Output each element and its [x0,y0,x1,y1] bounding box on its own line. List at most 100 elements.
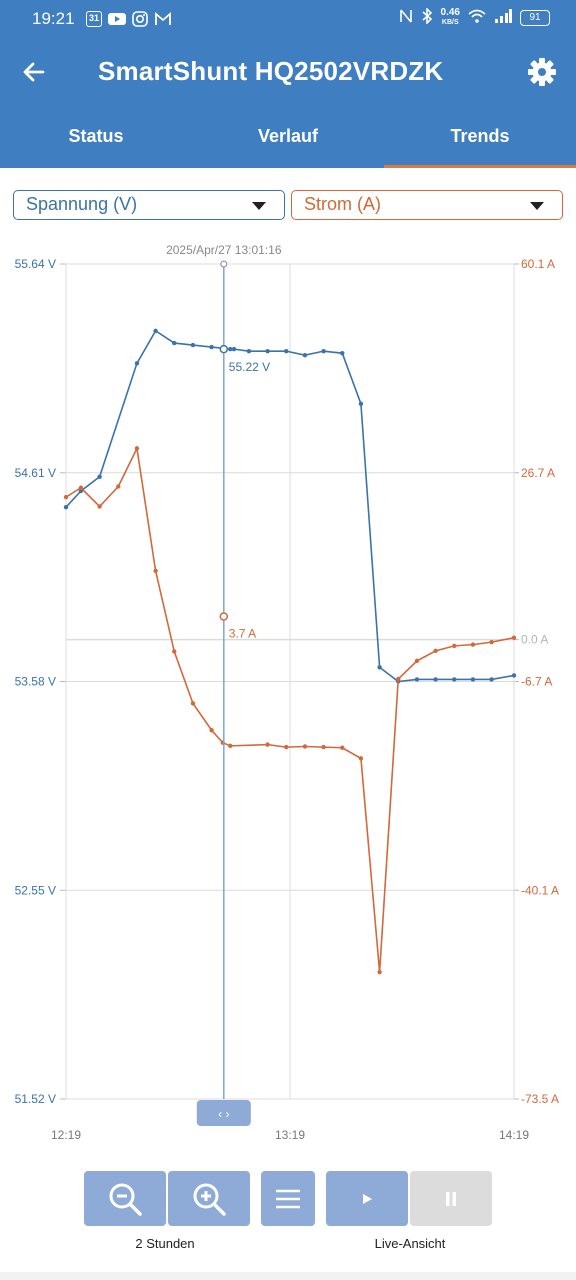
voltage-data-point [231,346,237,352]
nfc-icon [399,8,413,27]
current-data-point [358,756,364,761]
voltage-data-point [97,474,102,480]
y-right-tick-label: -40.1 A [521,883,559,897]
tab-status[interactable]: Status [68,126,124,146]
current-data-point [321,744,326,750]
speed-value: 0.46 [440,7,460,18]
gear-icon [528,58,556,86]
pause-icon [446,1191,456,1206]
current-data-point [78,485,84,490]
trend-chart[interactable]: 55.64 V 54.61 V 53.58 V 52.55 V 51.52 V 60.1 … [0,230,576,1150]
current-data-point [302,744,308,749]
voltage-data-point [190,342,196,348]
cursor-voltage-marker [219,344,229,354]
voltage-data-point [172,340,177,346]
current-data-point [134,446,140,451]
tab-verlauf[interactable]: Verlauf [257,126,319,146]
x-tick-label: 13:19 [275,1128,305,1142]
settings-button[interactable] [522,52,562,92]
live-view-label: Live-Ansicht [374,1236,446,1251]
speed-unit: KB/S [441,19,459,26]
y-right-tick-label: 0.0 A [521,633,548,647]
cursor-current-marker [219,612,229,621]
voltage-data-point [246,348,252,354]
system-icons: 0.46 KB/S 91 [399,7,550,27]
voltage-data-point [63,505,69,510]
current-data-point [97,504,102,509]
back-button[interactable] [14,52,54,92]
zoom-in-icon [193,1183,226,1216]
current-data-point [452,643,457,649]
voltage-data-point [134,361,140,366]
voltage-data-point [209,344,214,350]
current-selector[interactable]: Strom (A) [291,190,563,220]
current-data-point [414,658,420,664]
youtube-icon [108,11,126,32]
current-data-point [511,635,517,640]
y-left-tick-label: 52.55 V [15,883,56,897]
clock: 19:21 [32,9,75,28]
y-left-tick-label: 54.61 V [15,466,56,480]
voltage-data-point [452,677,457,682]
y-right-tick-label: -6.7 A [521,675,552,689]
menu-button[interactable] [261,1171,315,1226]
voltage-data-point [340,350,345,356]
current-data-point [433,648,438,654]
y-left-tick-label: 53.58 V [15,675,56,689]
zoom-out-icon [109,1183,142,1216]
play-button[interactable] [326,1171,408,1226]
current-selector-label: Strom (A) [304,194,382,214]
y-left-tick-label: 55.64 V [15,257,56,271]
voltage-data-point [377,665,382,670]
voltage-data-point [302,353,308,358]
wifi-icon [468,9,486,26]
tab-trends[interactable]: Trends [384,108,576,168]
pause-button[interactable] [410,1171,492,1226]
current-data-point [377,969,382,975]
voltage-data-point [321,348,326,354]
y-right-tick-label: 26.7 A [521,466,555,480]
current-data-point [153,568,158,574]
current-data-point [190,701,196,706]
voltage-data-point [284,348,289,354]
instagram-icon [132,11,148,32]
scroll-handle-arrows[interactable]: ‹ › [218,1107,229,1121]
gmail-icon [154,11,172,32]
network-speed: 0.46 KB/S [441,8,460,27]
cursor-current-value: 3.7 A [229,627,256,641]
voltage-selector-label: Spannung (V) [26,194,138,214]
caret-down-icon [530,202,544,210]
battery-icon: 91 [520,9,550,26]
voltage-data-point [414,677,420,682]
scroll-handle[interactable] [196,1100,251,1126]
status-bar: 19:21 31 0.46 KB/S 91 [0,0,576,38]
voltage-data-point [228,346,233,352]
current-data-point [396,676,401,682]
app-bar: SmartShunt HQ2502VRDZK Status Verlauf Tr… [0,38,576,168]
current-data-point [284,744,289,750]
calendar-31-icon: 31 [86,11,102,27]
y-right-tick-label: -73.5 A [521,1092,559,1106]
current-data-point [340,745,345,750]
zoom-in-button[interactable] [168,1171,250,1226]
voltage-data-point [433,677,438,682]
tab-bar: Status Verlauf Trends [0,108,576,168]
current-data-point [489,639,494,645]
current-data-point [228,743,233,749]
voltage-data-point [265,348,270,354]
current-data-point [470,642,476,647]
notification-icons: 31 [86,11,172,32]
voltage-data-point [470,677,476,682]
zoom-range-label: 2 Stunden [135,1236,195,1251]
y-left-tick-label: 51.52 V [15,1092,56,1106]
cursor-timestamp: 2025/Apr/27 13:01:16 [166,243,282,257]
voltage-selector[interactable]: Spannung (V) [13,190,285,220]
page-title: SmartShunt HQ2502VRDZK [98,56,444,86]
trend-chart-svg[interactable]: 55.64 V 54.61 V 53.58 V 52.55 V 51.52 V 60.1 … [0,230,576,1150]
cursor-voltage-value: 55.22 V [229,360,270,374]
zoom-out-button[interactable] [84,1171,166,1226]
voltage-data-point [489,677,494,682]
play-icon [363,1193,372,1204]
current-data-point [172,649,177,654]
arrow-left-icon [23,62,45,82]
